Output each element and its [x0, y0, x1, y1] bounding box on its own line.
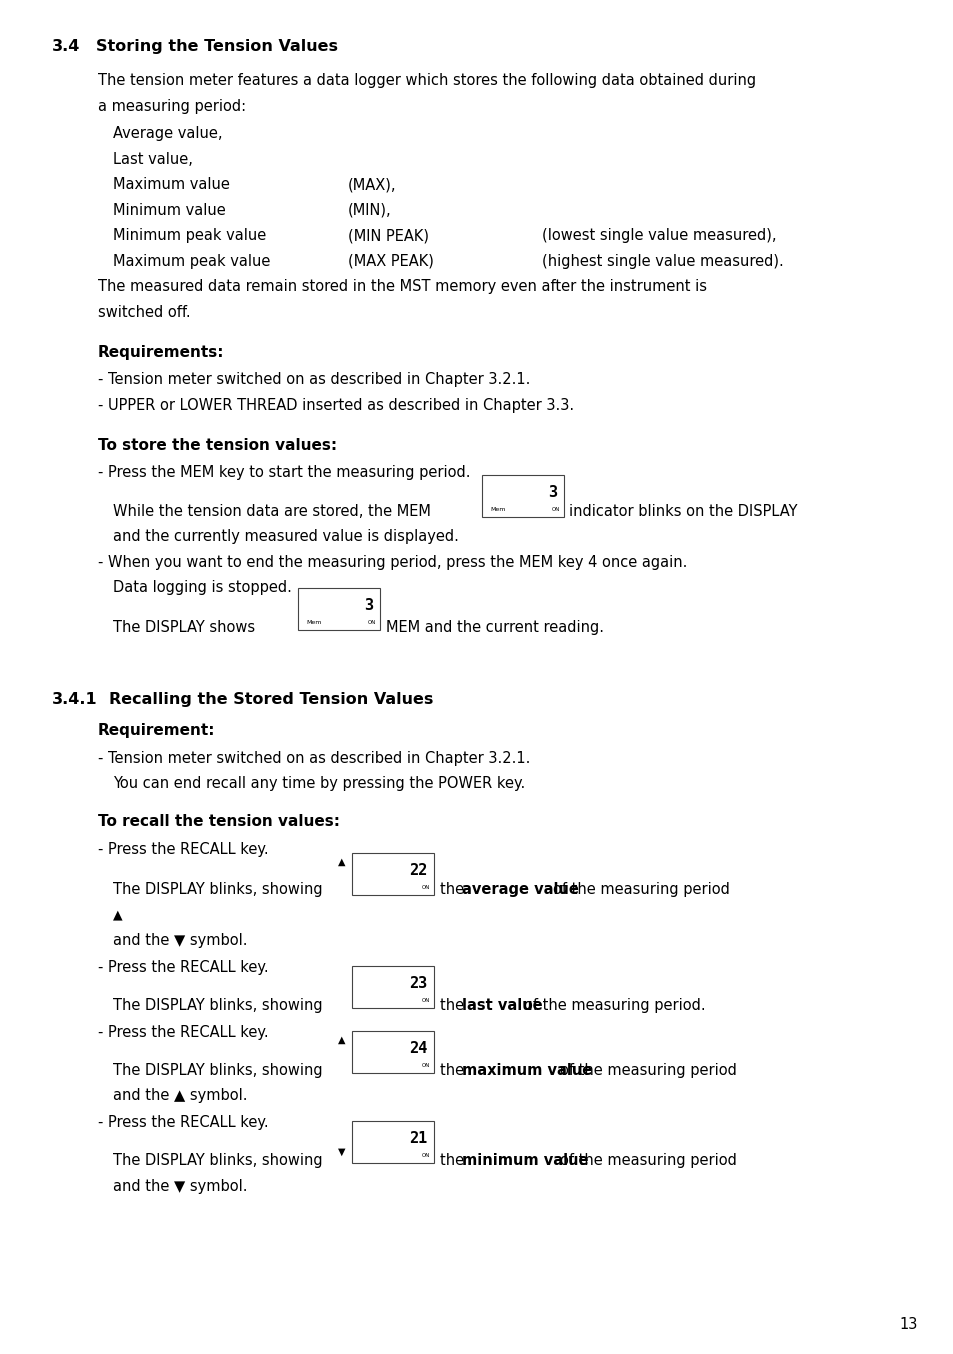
Text: the: the: [439, 881, 468, 896]
Text: of the measuring period: of the measuring period: [559, 1063, 736, 1078]
Text: Minimum peak value: Minimum peak value: [112, 227, 266, 242]
Text: - Press the RECALL key.: - Press the RECALL key.: [98, 841, 269, 857]
Text: 22: 22: [408, 862, 427, 877]
Text: Maximum peak value: Maximum peak value: [112, 253, 270, 268]
Text: 3.4: 3.4: [52, 39, 80, 54]
FancyBboxPatch shape: [481, 474, 563, 516]
Text: and the ▲ symbol.: and the ▲ symbol.: [112, 1089, 247, 1104]
Text: Data logging is stopped.: Data logging is stopped.: [112, 580, 292, 594]
FancyBboxPatch shape: [297, 588, 379, 630]
Text: - UPPER or LOWER THREAD inserted as described in Chapter 3.3.: - UPPER or LOWER THREAD inserted as desc…: [98, 398, 574, 413]
Text: ▲: ▲: [112, 909, 123, 921]
Text: of the measuring period: of the measuring period: [559, 1154, 736, 1169]
Text: - Press the MEM key to start the measuring period.: - Press the MEM key to start the measuri…: [98, 464, 470, 481]
FancyBboxPatch shape: [352, 1121, 434, 1163]
Text: 23: 23: [408, 976, 427, 991]
Text: indicator blinks on the DISPLAY: indicator blinks on the DISPLAY: [568, 504, 797, 519]
Text: ON: ON: [421, 1063, 430, 1067]
Text: Last value,: Last value,: [112, 152, 193, 167]
Text: average value: average value: [461, 881, 578, 896]
Text: ON: ON: [421, 884, 430, 890]
Text: last value: last value: [461, 998, 541, 1013]
Text: 24: 24: [408, 1041, 427, 1056]
Text: a measuring period:: a measuring period:: [98, 99, 246, 115]
Text: (highest single value measured).: (highest single value measured).: [541, 253, 783, 268]
Text: To store the tension values:: To store the tension values:: [98, 437, 336, 452]
Text: switched off.: switched off.: [98, 305, 191, 320]
Text: ▲: ▲: [338, 1034, 345, 1044]
Text: Average value,: Average value,: [112, 126, 222, 141]
Text: The DISPLAY shows: The DISPLAY shows: [112, 620, 254, 635]
Text: (MAX),: (MAX),: [348, 177, 396, 192]
Text: The DISPLAY blinks, showing: The DISPLAY blinks, showing: [112, 1063, 322, 1078]
Text: Maximum value: Maximum value: [112, 177, 230, 192]
Text: Recalling the Stored Tension Values: Recalling the Stored Tension Values: [109, 692, 433, 707]
Text: (lowest single value measured),: (lowest single value measured),: [541, 227, 776, 242]
Text: While the tension data are stored, the MEM: While the tension data are stored, the M…: [112, 504, 431, 519]
Text: ▼: ▼: [338, 1147, 345, 1158]
Text: - Press the RECALL key.: - Press the RECALL key.: [98, 1025, 269, 1040]
Text: Requirement:: Requirement:: [98, 723, 215, 738]
Text: 13: 13: [899, 1317, 917, 1332]
Text: 3: 3: [363, 598, 373, 613]
Text: maximum value: maximum value: [461, 1063, 591, 1078]
Text: Requirements:: Requirements:: [98, 344, 224, 360]
Text: (MAX PEAK): (MAX PEAK): [348, 253, 434, 268]
Text: and the ▼ symbol.: and the ▼ symbol.: [112, 933, 247, 948]
Text: (MIN),: (MIN),: [348, 203, 392, 218]
FancyBboxPatch shape: [352, 853, 434, 895]
Text: ON: ON: [367, 620, 375, 626]
Text: The DISPLAY blinks, showing: The DISPLAY blinks, showing: [112, 881, 322, 896]
Text: ON: ON: [421, 998, 430, 1003]
FancyBboxPatch shape: [352, 1030, 434, 1072]
Text: The tension meter features a data logger which stores the following data obtaine: The tension meter features a data logger…: [98, 73, 756, 88]
Text: ON: ON: [551, 506, 559, 512]
Text: To recall the tension values:: To recall the tension values:: [98, 814, 339, 829]
Text: the: the: [439, 1154, 468, 1169]
FancyBboxPatch shape: [352, 965, 434, 1007]
Text: the: the: [439, 998, 468, 1013]
Text: 3: 3: [547, 485, 557, 500]
Text: - Tension meter switched on as described in Chapter 3.2.1.: - Tension meter switched on as described…: [98, 750, 530, 765]
Text: - When you want to end the measuring period, press the MEM key 4 once again.: - When you want to end the measuring per…: [98, 555, 687, 570]
Text: 21: 21: [408, 1131, 427, 1145]
Text: The DISPLAY blinks, showing: The DISPLAY blinks, showing: [112, 998, 322, 1013]
Text: of the measuring period: of the measuring period: [553, 881, 729, 896]
Text: ▲: ▲: [338, 857, 345, 867]
Text: Mem: Mem: [490, 506, 505, 512]
Text: 3.4.1: 3.4.1: [52, 692, 97, 707]
Text: minimum value: minimum value: [461, 1154, 587, 1169]
Text: (MIN PEAK): (MIN PEAK): [348, 227, 429, 242]
Text: You can end recall any time by pressing the POWER key.: You can end recall any time by pressing …: [112, 776, 525, 791]
Text: - Press the RECALL key.: - Press the RECALL key.: [98, 960, 269, 975]
Text: Storing the Tension Values: Storing the Tension Values: [96, 39, 337, 54]
Text: Mem: Mem: [306, 620, 321, 626]
Text: and the currently measured value is displayed.: and the currently measured value is disp…: [112, 529, 458, 544]
Text: The DISPLAY blinks, showing: The DISPLAY blinks, showing: [112, 1154, 322, 1169]
Text: - Tension meter switched on as described in Chapter 3.2.1.: - Tension meter switched on as described…: [98, 372, 530, 387]
Text: and the ▼ symbol.: and the ▼ symbol.: [112, 1178, 247, 1193]
Text: The measured data remain stored in the MST memory even after the instrument is: The measured data remain stored in the M…: [98, 279, 706, 294]
Text: - Press the RECALL key.: - Press the RECALL key.: [98, 1114, 269, 1131]
Text: the: the: [439, 1063, 468, 1078]
Text: Minimum value: Minimum value: [112, 203, 226, 218]
Text: ON: ON: [421, 1154, 430, 1158]
Text: of the measuring period.: of the measuring period.: [523, 998, 705, 1013]
Text: MEM and the current reading.: MEM and the current reading.: [386, 620, 603, 635]
